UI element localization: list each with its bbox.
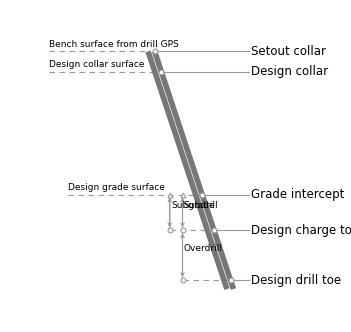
Text: Design collar surface: Design collar surface [49,60,145,69]
Text: Design grade surface: Design grade surface [68,183,165,192]
Text: Bench surface from drill GPS: Bench surface from drill GPS [49,40,179,49]
Text: Grade intercept: Grade intercept [251,188,344,201]
Text: Design drill toe: Design drill toe [251,274,341,287]
Text: Subdrill: Subdrill [184,201,218,210]
Text: Subgrade: Subgrade [171,201,215,210]
Text: Design charge toe: Design charge toe [251,224,351,237]
Text: Overdrill: Overdrill [184,244,223,253]
Text: Setout collar: Setout collar [251,45,326,58]
Text: Design collar: Design collar [251,65,328,78]
